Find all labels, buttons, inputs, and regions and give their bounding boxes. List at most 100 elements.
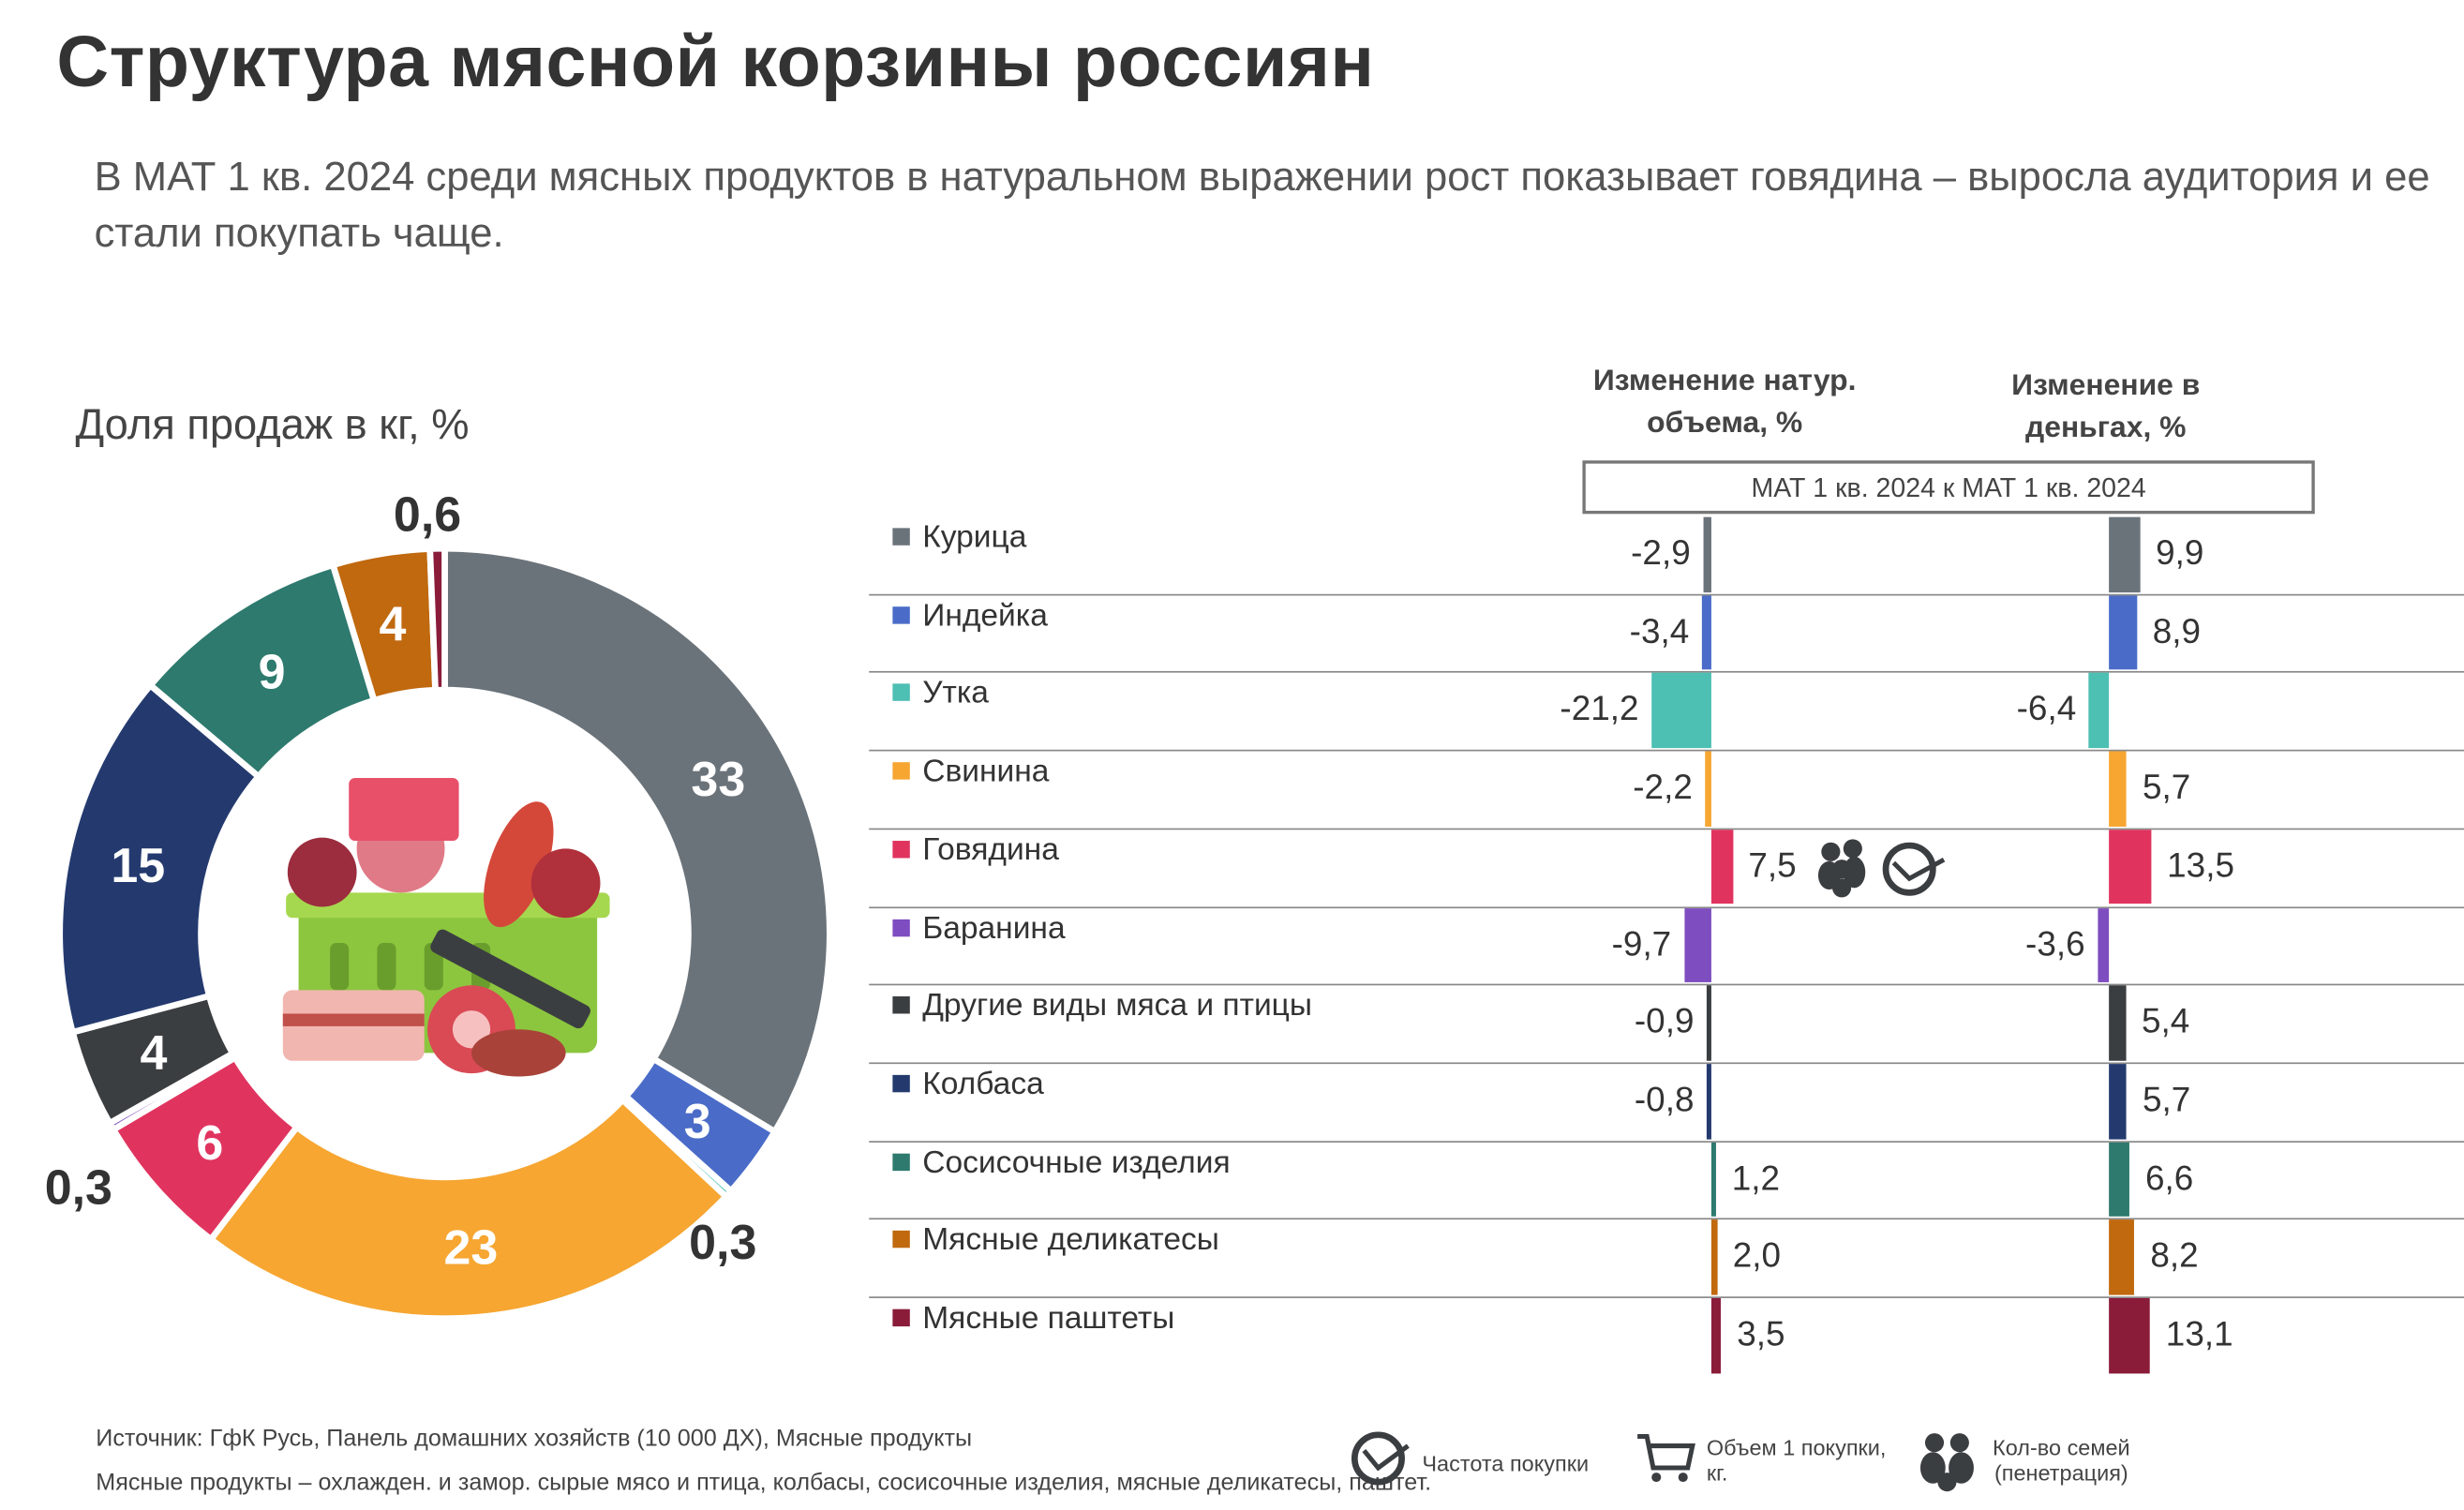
legend-frequency: Частота покупки: [1422, 1450, 1590, 1476]
category-name: Баранина: [922, 910, 1066, 946]
money-header-line1: Изменение в: [2011, 369, 2201, 403]
clock-check-icon: [1351, 1431, 1410, 1486]
money-value: 5,4: [2142, 1001, 2190, 1041]
row-divider: [869, 905, 2464, 908]
volume-header-line1: Изменение натур.: [1592, 364, 1857, 398]
money-bar: [2109, 1142, 2130, 1218]
volume-value: 7,5: [1748, 845, 1797, 885]
row-divider: [869, 1062, 2464, 1064]
category-name: Мясные деликатесы: [922, 1222, 1219, 1258]
legend-swatch: [892, 762, 910, 780]
money-bar: [2109, 1063, 2128, 1139]
category-name: Колбаса: [922, 1067, 1044, 1102]
clock-check-icon: [1882, 842, 1946, 896]
donut-label: 0,3: [45, 1160, 112, 1215]
donut-label: 4: [380, 598, 407, 652]
volume-value: 3,5: [1737, 1313, 1785, 1353]
footer-source: Источник: ГфК Русь, Панель домашних хозя…: [96, 1425, 973, 1453]
family-icon: [1919, 1433, 1974, 1492]
volume-value: -2,2: [1633, 767, 1693, 807]
legend-families: Кол-во семей (пенетрация): [1993, 1435, 2130, 1486]
family-icon: [1817, 839, 1866, 898]
legend-swatch: [892, 996, 910, 1014]
row-label: Баранина: [892, 910, 1066, 948]
legend-swatch: [892, 684, 910, 702]
volume-bar: [1650, 673, 1711, 749]
donut-slice-8: [56, 680, 263, 1037]
volume-bar: [1701, 594, 1711, 670]
row-divider: [869, 593, 2464, 595]
meat-basket-illustration: [282, 777, 610, 1077]
donut-slice-11: [426, 545, 448, 694]
row-label: Другие виды мяса и птицы: [892, 989, 1312, 1025]
period-box: МАТ 1 кв. 2024 к МАТ 1 кв. 2024: [1582, 460, 2315, 515]
row-label: Мясные паштеты: [892, 1301, 1174, 1338]
row-label: Сосисочные изделия: [892, 1144, 1231, 1182]
category-name: Сосисочные изделия: [922, 1144, 1231, 1180]
row-divider: [869, 1218, 2464, 1220]
money-bar: [2098, 907, 2110, 983]
row-divider: [869, 1296, 2464, 1298]
category-name: Курица: [922, 519, 1027, 555]
donut-label: 0,3: [689, 1216, 756, 1270]
money-value: 5,7: [2142, 767, 2191, 807]
money-header: Изменение в деньгах, %: [1949, 365, 2262, 450]
money-value: 5,7: [2142, 1079, 2191, 1119]
money-value: -3,6: [2025, 923, 2085, 963]
legend-swatch: [892, 919, 910, 936]
volume-value: -9,7: [1611, 923, 1672, 963]
donut-label: 15: [111, 839, 165, 893]
volume-value: -21,2: [1560, 689, 1639, 728]
footer-note: Мясные продукты – охлажден. и замор. сыр…: [96, 1469, 1432, 1497]
legend-swatch: [892, 1231, 910, 1248]
volume-bar: [1710, 1219, 1717, 1295]
legend-swatch: [892, 528, 910, 546]
legend-families-line1: Кол-во семей: [1993, 1434, 2130, 1460]
row-label: Колбаса: [892, 1067, 1044, 1103]
volume-value: -2,9: [1631, 532, 1691, 573]
legend-families-line2: (пенетрация): [1994, 1459, 2128, 1486]
legend-swatch: [892, 605, 910, 624]
row-label: Утка: [892, 677, 989, 713]
legend-volume: Объем 1 покупки, кг.: [1707, 1435, 1887, 1486]
volume-bar: [1710, 1142, 1716, 1218]
volume-bar: [1706, 1063, 1711, 1139]
volume-bar: [1705, 751, 1711, 827]
row-divider: [869, 1140, 2464, 1143]
row-label: Говядина: [892, 832, 1059, 869]
category-name: Утка: [922, 676, 989, 711]
money-value: 8,9: [2152, 610, 2202, 650]
money-value: 6,6: [2145, 1158, 2194, 1197]
volume-value: -0,8: [1634, 1079, 1695, 1119]
volume-value: 1,2: [1731, 1158, 1781, 1197]
category-name: Говядина: [922, 832, 1059, 868]
donut-label: 23: [443, 1221, 498, 1276]
donut-slice-4: [206, 1095, 731, 1323]
row-divider: [869, 749, 2464, 752]
legend-volume-line2: кг.: [1706, 1459, 1728, 1486]
volume-bar: [1710, 1297, 1722, 1373]
money-header-line2: деньгах, %: [2025, 411, 2187, 445]
legend-swatch: [892, 1153, 910, 1171]
donut-slice-1: [441, 545, 833, 1136]
money-bar: [2088, 673, 2110, 749]
money-bar: [2109, 1297, 2151, 1373]
donut-label: 9: [259, 645, 286, 699]
money-value: 13,5: [2167, 845, 2234, 885]
money-value: 9,9: [2156, 532, 2204, 573]
row-label: Индейка: [892, 598, 1048, 635]
donut-title: Доля продаж в кг, %: [75, 400, 470, 448]
volume-header-line2: объема, %: [1647, 407, 1803, 441]
row-divider: [869, 828, 2464, 830]
money-bar: [2109, 985, 2127, 1061]
row-label: Свинина: [892, 755, 1049, 791]
row-divider: [869, 983, 2464, 986]
volume-header: Изменение натур. объема, %: [1556, 360, 1893, 445]
category-name: Свинина: [922, 754, 1050, 789]
money-bar: [2109, 1219, 2135, 1295]
donut-label: 4: [141, 1026, 168, 1081]
subtitle: В МАТ 1 кв. 2024 среди мясных продуктов …: [94, 152, 2430, 257]
volume-bar: [1706, 985, 1711, 1061]
